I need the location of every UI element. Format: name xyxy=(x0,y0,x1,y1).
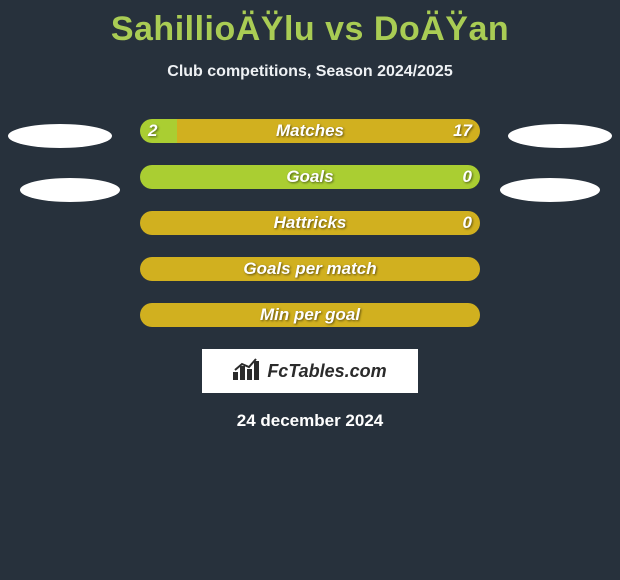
placeholder-oval xyxy=(20,178,120,202)
logo-text: FcTables.com xyxy=(267,361,386,382)
bar-right-fill xyxy=(140,211,480,235)
bar-left-fill xyxy=(140,165,480,189)
bar-left-fill xyxy=(140,119,177,143)
bar-right-fill xyxy=(177,119,480,143)
bar-track xyxy=(140,303,480,327)
bar-track xyxy=(140,165,480,189)
stat-row: Goals per match xyxy=(0,257,620,281)
stat-row: Min per goal xyxy=(0,303,620,327)
page-subtitle: Club competitions, Season 2024/2025 xyxy=(0,63,620,81)
placeholder-oval xyxy=(500,178,600,202)
comparison-bars: Matches217Goals0Hattricks0Goals per matc… xyxy=(0,119,620,327)
bar-right-fill xyxy=(140,257,480,281)
page-title: SahillioÄŸlu vs DoÄŸan xyxy=(0,0,620,49)
placeholder-oval xyxy=(8,124,112,148)
logo-box: FcTables.com xyxy=(202,349,418,393)
bar-track xyxy=(140,211,480,235)
bar-track xyxy=(140,119,480,143)
bar-track xyxy=(140,257,480,281)
bar-right-fill xyxy=(140,303,480,327)
date-text: 24 december 2024 xyxy=(0,411,620,431)
logo-icon xyxy=(233,358,263,385)
stat-row: Hattricks0 xyxy=(0,211,620,235)
placeholder-oval xyxy=(508,124,612,148)
